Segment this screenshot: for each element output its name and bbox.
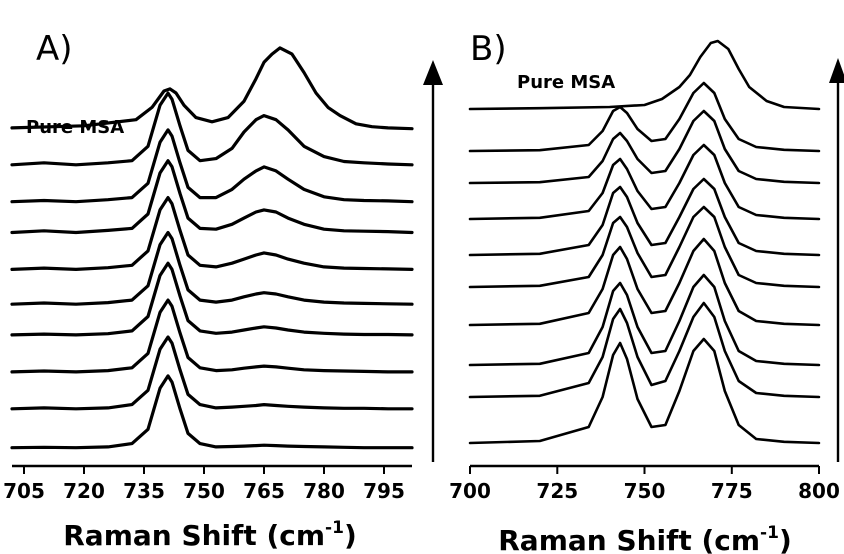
panel-b-spectrum-1	[468, 39, 821, 111]
panel-a-arrow	[423, 60, 443, 462]
panel-b-tick-label-775: 775	[711, 479, 753, 503]
panel-a-tick-label-750: 750	[183, 479, 225, 503]
panel-b-traces	[468, 39, 821, 445]
panel-b: B) 700 725 750 775 800 Pure MSA Raman Shift …	[449, 29, 844, 554]
panel-b-x-axis-title-end: )	[779, 524, 792, 554]
panel-b-tick-label-750: 750	[624, 479, 666, 503]
panel-b-spectrum-9	[468, 301, 821, 399]
panel-a-label: A)	[36, 29, 73, 69]
panel-a-x-axis-title-sup: -1	[325, 518, 344, 538]
panel-a-spectrum-3	[10, 128, 414, 204]
panel-a-x-axis-title: Raman Shift (cm-1)	[63, 518, 356, 552]
panel-a-tick-label-735: 735	[123, 479, 165, 503]
panel-a-traces	[10, 46, 414, 450]
panel-a-spectrum-7	[10, 261, 414, 337]
panel-b-x-axis-title-sup: -1	[760, 523, 779, 543]
panel-a-spectrum-5	[10, 196, 414, 271]
panel-a-spectrum-6	[10, 230, 414, 306]
panel-b-spectrum-3	[468, 109, 821, 185]
panel-b-spectrum-10	[468, 337, 821, 445]
panel-b-label: B)	[470, 29, 507, 69]
panel-a-x-axis-title-text: Raman Shift (cm	[63, 519, 325, 552]
panel-a-tick-label-720: 720	[63, 479, 105, 503]
panel-b-x-axis-title-text: Raman Shift (cm	[498, 524, 760, 554]
panel-b-spectrum-2	[468, 81, 821, 153]
panel-a-x-axis-title-end: )	[344, 519, 357, 552]
panel-b-annotation: Pure MSA	[517, 72, 615, 93]
panel-a-tick-label-780: 780	[303, 479, 345, 503]
panel-b-arrow	[829, 58, 844, 462]
panel-b-x-axis-title: Raman Shift (cm-1)	[498, 523, 791, 554]
panel-a-annotation: Pure MSA	[26, 117, 124, 138]
panel-a-tick-label-795: 795	[363, 479, 405, 503]
panel-b-arrow-head	[829, 58, 844, 83]
panel-a-spectrum-9	[10, 335, 414, 411]
panel-b-spectrum-4	[468, 143, 821, 221]
panel-a-spectrum-2	[10, 91, 414, 167]
panel-a-spectrum-4	[10, 159, 414, 235]
panel-a-tick-label-705: 705	[3, 479, 45, 503]
panel-a-spectrum-8	[10, 298, 414, 374]
panel-a-tick-label-765: 765	[243, 479, 285, 503]
panel-b-tick-label-725: 725	[536, 479, 578, 503]
panel-a-spectrum-1	[10, 46, 414, 131]
panel-a-spectrum-10	[10, 374, 414, 450]
panel-b-spectrum-5	[468, 177, 821, 257]
panel-b-tick-label-800: 800	[798, 479, 840, 503]
panel-b-ticks: 700 725 750 775 800	[449, 466, 840, 503]
panel-b-tick-label-700: 700	[449, 479, 491, 503]
panel-b-spectrum-8	[468, 273, 821, 367]
panel-a-ticks: 705 720 735 750 765 780 795	[3, 466, 405, 503]
panel-a: A) 705 720 735 750 765 780 795 Pure MSA Raman …	[3, 29, 443, 552]
panel-b-spectrum-7	[468, 237, 821, 327]
panel-b-spectrum-6	[468, 205, 821, 289]
panel-a-arrow-head	[423, 60, 443, 85]
